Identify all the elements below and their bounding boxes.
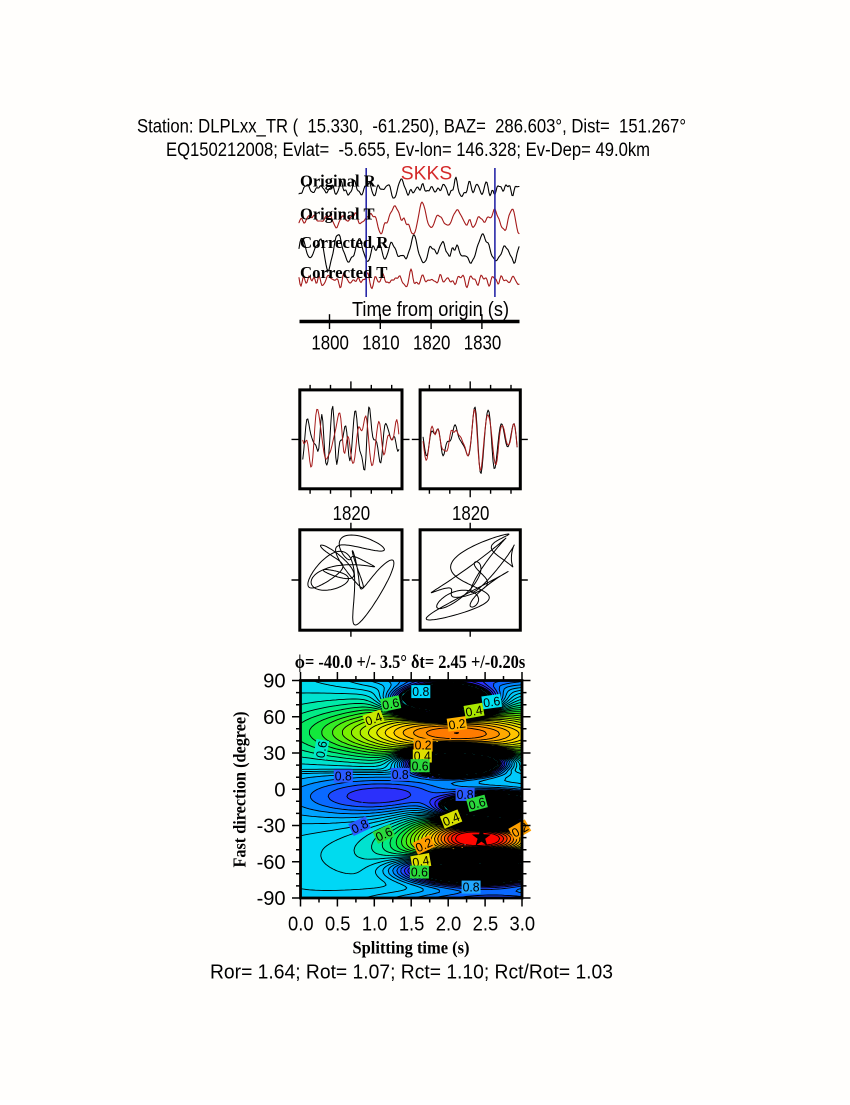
svg-text:-90: -90 — [257, 887, 286, 910]
svg-text:0.6: 0.6 — [482, 694, 501, 710]
svg-text:0.6: 0.6 — [373, 825, 394, 845]
svg-text:1.0: 1.0 — [362, 912, 388, 935]
svg-text:60: 60 — [263, 706, 286, 729]
svg-text:1820: 1820 — [413, 331, 451, 354]
svg-text:1820: 1820 — [452, 502, 490, 525]
svg-text:Fast direction (degree): Fast direction (degree) — [230, 711, 250, 867]
svg-text:0.4: 0.4 — [363, 710, 384, 729]
svg-text:0.0: 0.0 — [288, 912, 314, 935]
svg-text:0.8: 0.8 — [335, 770, 352, 784]
svg-text:1810: 1810 — [362, 331, 400, 354]
svg-text:3.0: 3.0 — [510, 912, 536, 935]
svg-text:-60: -60 — [257, 851, 286, 874]
svg-text:0.8: 0.8 — [392, 768, 409, 782]
svg-text:1830: 1830 — [464, 331, 502, 354]
svg-text:90: 90 — [263, 670, 286, 693]
svg-text:Original R: Original R — [300, 171, 377, 190]
svg-text:0.4: 0.4 — [465, 703, 484, 720]
svg-text:2.0: 2.0 — [436, 912, 462, 935]
svg-text:30: 30 — [263, 742, 286, 765]
svg-text:Splitting time (s): Splitting time (s) — [353, 938, 470, 958]
svg-text:0.5: 0.5 — [325, 912, 351, 935]
svg-text:0.6: 0.6 — [412, 759, 429, 773]
svg-text:0.8: 0.8 — [463, 881, 480, 895]
svg-text:0.8: 0.8 — [349, 817, 370, 837]
svg-text:1.5: 1.5 — [399, 912, 425, 935]
svg-text:0.2: 0.2 — [413, 835, 434, 855]
svg-text:0.6: 0.6 — [411, 866, 428, 880]
svg-text:0.8: 0.8 — [412, 685, 429, 699]
svg-text:0.6: 0.6 — [467, 795, 487, 813]
svg-text:SKKS: SKKS — [401, 164, 453, 185]
svg-text:1800: 1800 — [311, 331, 349, 354]
svg-text:Time from origin (s): Time from origin (s) — [352, 299, 509, 321]
svg-text:0.8: 0.8 — [457, 788, 474, 802]
svg-text:-30: -30 — [257, 815, 286, 838]
svg-text:Station: DLPLxx_TR ( 15.330,: Station: DLPLxx_TR ( 15.330, -61.250), B… — [137, 117, 686, 138]
svg-text:EQ150212008; Evlat= -5.655, E: EQ150212008; Evlat= -5.655, Ev-lon= 146.… — [166, 140, 650, 161]
svg-text:1820: 1820 — [333, 502, 371, 525]
svg-text:0: 0 — [274, 779, 285, 802]
svg-text:0.2: 0.2 — [448, 716, 467, 732]
svg-text:0.4: 0.4 — [441, 810, 462, 829]
svg-text:0.2: 0.2 — [415, 739, 432, 753]
svg-text:Corrected R: Corrected R — [300, 233, 390, 252]
svg-text:ϕ= -40.0 +/- 3.5° δt= 2.45 +/-: ϕ= -40.0 +/- 3.5° δt= 2.45 +/-0.20s — [295, 652, 525, 673]
svg-text:2.5: 2.5 — [473, 912, 499, 935]
svg-text:Corrected T: Corrected T — [300, 263, 388, 282]
svg-text:0.6: 0.6 — [381, 696, 401, 713]
svg-text:Ror= 1.64; Rot= 1.07; Rct= 1.1: Ror= 1.64; Rot= 1.07; Rct= 1.10; Rct/Rot… — [210, 962, 613, 984]
svg-text:Original T: Original T — [300, 204, 375, 223]
svg-text:0.6: 0.6 — [313, 740, 330, 759]
